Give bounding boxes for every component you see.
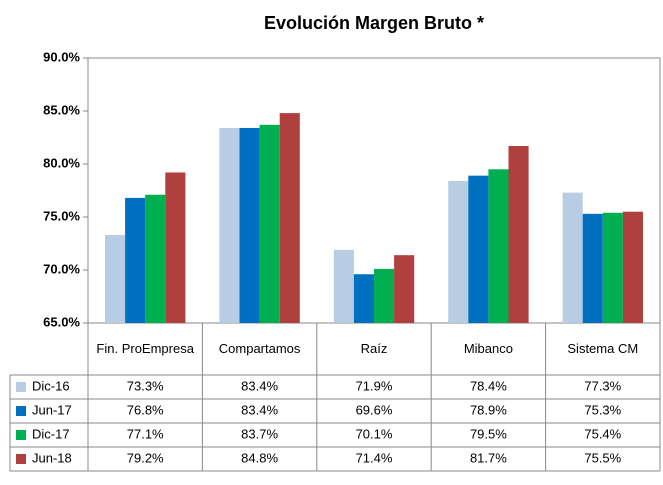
legend-swatch (16, 406, 26, 416)
legend-label: Jun-17 (32, 402, 72, 417)
data-label: 71.4% (356, 450, 393, 465)
data-label: 77.1% (127, 426, 164, 441)
legend-swatch (16, 454, 26, 464)
x-tick-label: Compartamos (218, 341, 301, 356)
y-tick-label: 65.0% (43, 314, 80, 329)
data-label: 71.9% (356, 378, 393, 393)
y-tick-label: 75.0% (43, 208, 80, 223)
y-tick-label: 90.0% (43, 49, 80, 64)
y-tick-label: 85.0% (43, 102, 80, 117)
bar (125, 197, 146, 323)
data-label: 78.9% (470, 402, 507, 417)
bar (239, 127, 260, 324)
legend-label: Dic-16 (32, 378, 70, 393)
bar (333, 249, 354, 323)
x-tick-label: Raíz (360, 341, 388, 356)
data-label: 84.8% (241, 450, 278, 465)
x-tick-label: Sistema CM (567, 341, 639, 356)
bar (394, 255, 415, 323)
chart-title: Evolución Margen Bruto * (264, 13, 484, 33)
bar (105, 235, 126, 323)
legend-swatch (16, 430, 26, 440)
category-cell: Sistema CM (567, 341, 639, 356)
data-label: 69.6% (356, 402, 393, 417)
data-label: 81.7% (470, 450, 507, 465)
x-tick-label: Mibanco (463, 341, 513, 356)
data-label: 75.5% (584, 450, 621, 465)
bar (488, 169, 509, 323)
y-tick-label: 70.0% (43, 261, 80, 276)
data-label: 75.3% (584, 402, 621, 417)
bar (582, 213, 603, 323)
category-cell: Compartamos (218, 341, 301, 356)
bar (279, 113, 300, 324)
bar (622, 211, 643, 323)
data-label: 78.4% (470, 378, 507, 393)
data-label: 76.8% (127, 402, 164, 417)
bar (508, 145, 529, 323)
data-label: 77.3% (584, 378, 621, 393)
bar (165, 172, 186, 323)
bar (219, 127, 240, 324)
bar (353, 274, 374, 323)
bar (374, 268, 395, 323)
data-label: 83.4% (241, 378, 278, 393)
y-tick-label: 80.0% (43, 155, 80, 170)
data-label: 75.4% (584, 426, 621, 441)
category-cell: Fin. ProEmpresa (96, 341, 194, 356)
bar (145, 194, 166, 323)
data-label: 79.5% (470, 426, 507, 441)
bar (468, 175, 489, 323)
data-label: 73.3% (127, 378, 164, 393)
bar (602, 212, 623, 323)
data-label: 83.4% (241, 402, 278, 417)
legend-label: Dic-17 (32, 426, 70, 441)
legend-swatch (16, 382, 26, 392)
x-tick-label: Fin. ProEmpresa (96, 341, 194, 356)
category-cell: Mibanco (463, 341, 513, 356)
bar (448, 180, 469, 323)
bar (562, 192, 583, 323)
legend-label: Jun-18 (32, 450, 72, 465)
data-label: 79.2% (127, 450, 164, 465)
bar (259, 124, 280, 323)
data-label: 83.7% (241, 426, 278, 441)
data-label: 70.1% (356, 426, 393, 441)
category-cell: Raíz (360, 341, 388, 356)
